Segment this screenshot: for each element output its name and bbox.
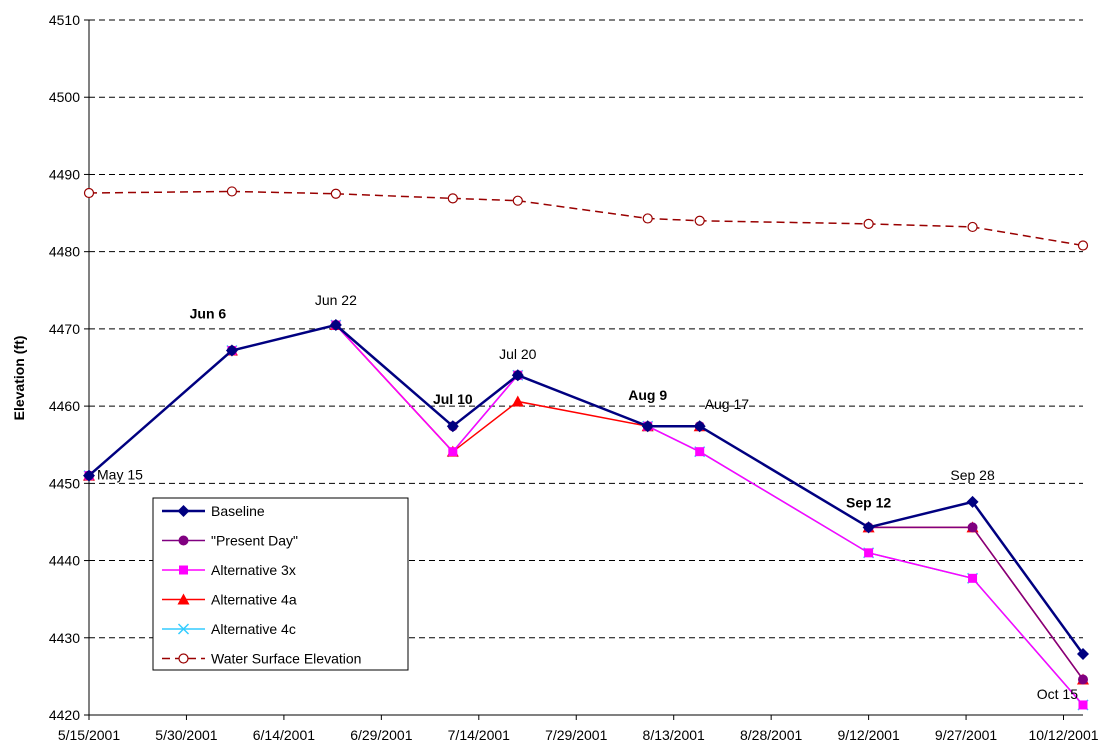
annotation-label: May 15	[97, 467, 143, 483]
x-tick-label: 7/14/2001	[448, 727, 510, 743]
annotation-label: Jun 6	[190, 306, 227, 322]
legend-label-baseline: Baseline	[211, 503, 265, 519]
legend-label-water-surface-elevation: Water Surface Elevation	[211, 651, 361, 667]
data-point-baseline	[446, 420, 459, 433]
x-tick-label: 5/30/2001	[155, 727, 217, 743]
series-line-baseline	[88, 323, 1085, 655]
data-point-alternative-3x	[448, 447, 458, 457]
data-point-water-surface-elevation	[967, 221, 978, 233]
data-point-alternative-4a	[511, 395, 524, 407]
legend-marker-alternative-3x	[179, 565, 188, 575]
data-point-water-surface-elevation	[330, 188, 341, 199]
legend-marker-alternative-4c	[177, 623, 190, 635]
series-water-surface-elevation	[83, 186, 1089, 251]
y-tick-label: 4460	[49, 398, 80, 414]
data-point-water-surface-elevation	[1077, 240, 1089, 251]
x-tick-labels: 5/15/2001 5/30/2001 6/14/2001 6/29/2001 7/14…	[58, 727, 1099, 743]
legend-marker-alternative-4a	[177, 593, 190, 605]
data-point-baseline	[862, 521, 875, 534]
data-point-water-surface-elevation	[83, 187, 95, 199]
y-tick-label: 4490	[49, 166, 80, 182]
y-axis-title: Elevation (ft)	[11, 336, 27, 421]
annotation-label: Jul 20	[499, 346, 537, 362]
legend-label-alternative-4a: Alternative 4a	[211, 592, 297, 608]
data-point-alternative-3x	[864, 548, 874, 558]
legend-box	[152, 497, 409, 671]
data-point-present-day	[967, 522, 978, 533]
data-point-baseline	[1077, 647, 1089, 660]
legend: Baseline "Present Day" Alternative 3x Alter…	[152, 497, 409, 671]
data-point-baseline	[511, 369, 524, 382]
legend-label-present-day: "Present Day"	[211, 533, 298, 549]
data-point-water-surface-elevation	[447, 193, 458, 204]
x-tick-label: 8/28/2001	[740, 727, 802, 743]
x-tick-label: 5/15/2001	[58, 727, 120, 743]
legend-marker-present-day	[178, 535, 189, 546]
data-point-present-day	[1078, 674, 1088, 685]
x-tick-label: 9/27/2001	[935, 727, 997, 743]
legend-marker-baseline	[177, 505, 190, 517]
series-layer	[83, 186, 1089, 711]
data-point-baseline	[641, 420, 654, 433]
annotation-label: Sep 28	[950, 467, 995, 483]
data-point-water-surface-elevation	[512, 195, 523, 206]
legend-label-alternative-4c: Alternative 4c	[211, 621, 296, 637]
data-point-baseline	[966, 495, 979, 508]
annotation-label: Oct 15	[1037, 686, 1078, 702]
y-tick-label: 4470	[49, 321, 80, 337]
legend-marker-water-surface-elevation	[178, 653, 189, 664]
y-tick-label: 4480	[49, 244, 80, 260]
annotation-label: Jun 22	[315, 292, 357, 308]
annotation-label: Aug 17	[705, 396, 750, 412]
y-tick-label: 4510	[49, 12, 80, 28]
annotation-label: Sep 12	[846, 494, 891, 510]
data-point-baseline	[693, 420, 706, 433]
x-tick-label: 8/13/2001	[643, 727, 705, 743]
axes	[84, 19, 1083, 720]
data-point-water-surface-elevation	[642, 213, 653, 224]
series-baseline	[83, 319, 1089, 660]
data-point-water-surface-elevation	[863, 218, 874, 229]
data-point-alternative-3x	[968, 573, 978, 583]
y-tick-label: 4430	[49, 630, 80, 646]
y-tick-label: 4420	[49, 707, 80, 723]
y-tick-label: 4500	[49, 89, 80, 105]
point-annotations: May 15 Jun 6 Jun 22 Jul 10 Jul 20 Aug 9 Aug 17…	[97, 292, 1078, 702]
x-tick-label: 10/12/2001	[1028, 727, 1098, 743]
x-tick-label: 9/12/2001	[837, 727, 899, 743]
y-tick-label: 4450	[49, 475, 80, 491]
data-point-water-surface-elevation	[226, 186, 238, 197]
data-point-baseline	[83, 469, 95, 482]
data-point-water-surface-elevation	[694, 215, 705, 226]
series-line-water-surface-elevation	[88, 190, 1084, 247]
x-tick-label: 6/14/2001	[253, 727, 315, 743]
data-point-baseline	[329, 319, 342, 332]
y-tick-labels: 4420 4430 4440 4450 4460 4470 4480 4490 4500 4510	[49, 12, 80, 723]
annotation-label: Aug 9	[628, 387, 667, 403]
data-point-baseline	[225, 344, 238, 357]
data-point-alternative-3x	[695, 447, 705, 457]
x-tick-label: 6/29/2001	[350, 727, 412, 743]
data-point-alternative-3x	[1078, 700, 1088, 710]
annotation-label: Jul 10	[433, 391, 473, 407]
y-tick-label: 4440	[49, 553, 80, 569]
x-tick-label: 7/29/2001	[545, 727, 607, 743]
legend-label-alternative-3x: Alternative 3x	[211, 562, 296, 578]
